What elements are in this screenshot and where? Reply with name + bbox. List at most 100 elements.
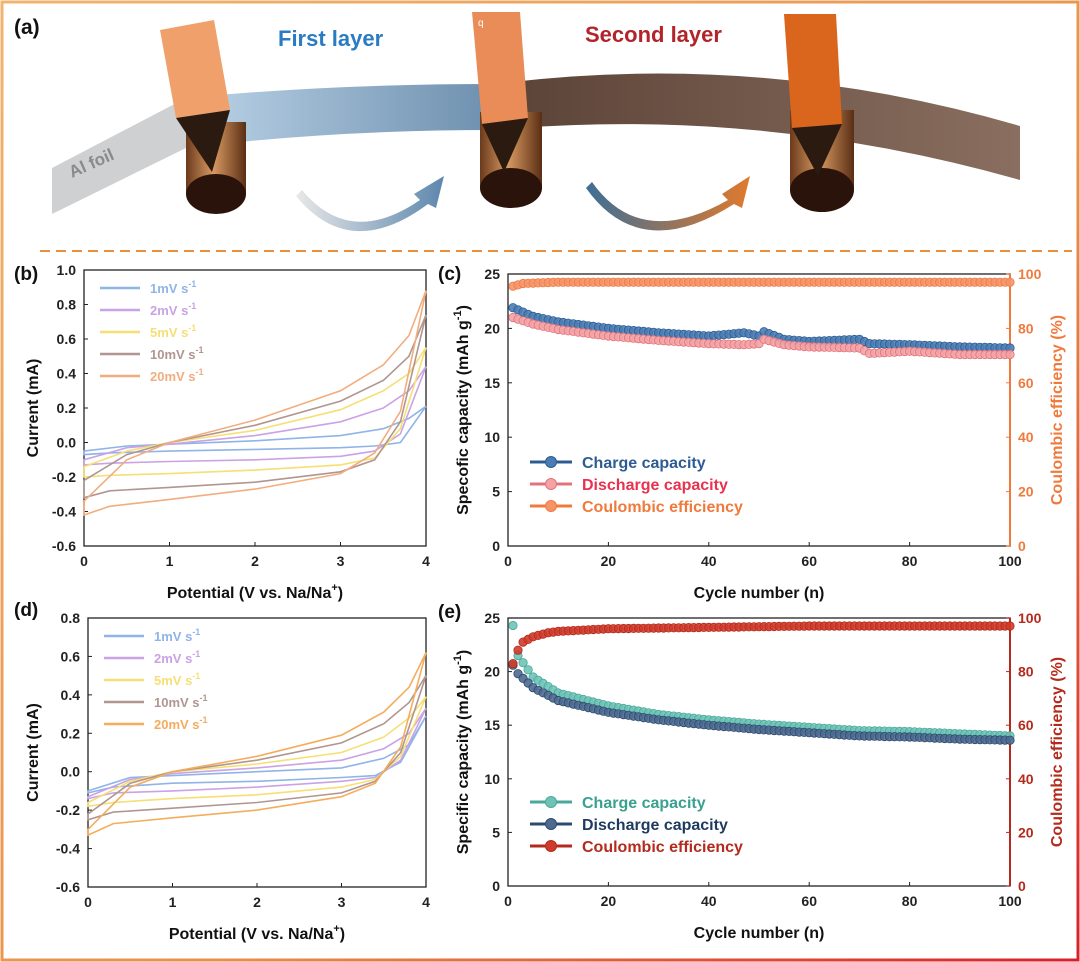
- y-tick-label: 20: [484, 664, 500, 680]
- legend-marker: [545, 478, 557, 490]
- legend-text: 10mV s: [150, 347, 196, 362]
- y-tick-label: -0.6: [56, 879, 80, 895]
- y-tick-label: 5: [492, 824, 500, 840]
- x-tick-label: 1: [169, 894, 177, 910]
- x-label-sup: +: [333, 923, 339, 935]
- legend-entry: 1mV s-1: [150, 279, 196, 296]
- data-point: [1005, 735, 1015, 745]
- y-tick-label: 0.8: [57, 297, 77, 313]
- al-foil-strip: [52, 98, 186, 214]
- y-tick-label: 5: [492, 484, 500, 500]
- legend-entry: Charge capacity: [582, 795, 706, 812]
- legend-text: 5mV s: [154, 673, 192, 688]
- cv-curve: [87, 652, 427, 837]
- data-point: [1005, 277, 1015, 287]
- legend-entry: 2mV s-1: [154, 649, 200, 666]
- legend-superscript: -1: [192, 671, 200, 681]
- legend-superscript: -1: [188, 323, 196, 333]
- y-label-sup: -1: [452, 655, 464, 665]
- panel-label: (b): [14, 264, 38, 285]
- x-axis-label: Potential (V vs. Na/Na+): [167, 582, 343, 602]
- y-tick-label: 0.6: [57, 331, 77, 347]
- panel-label: (c): [438, 264, 461, 285]
- x-tick-label: 0: [80, 553, 88, 569]
- legend-superscript: -1: [200, 693, 208, 703]
- chart-b: 0 1 2 3 4 -0.6 -0.4 -0.2 0.0 0.2 0.4 0.6 0.8 1.0 (b) 1m…: [14, 262, 430, 602]
- legend-entry: 10mV s-1: [154, 693, 208, 710]
- x-label-text: Potential (V vs. Na/Na: [167, 585, 332, 602]
- x-tick-label: 4: [422, 894, 430, 910]
- legend-text: 10mV s: [154, 695, 200, 710]
- cv-curve: [83, 290, 427, 517]
- roller-1: [160, 20, 246, 214]
- panel-label: (d): [14, 600, 38, 621]
- x-tick-label: 3: [337, 553, 345, 569]
- legend-entry: Coulombic efficiency: [582, 499, 743, 516]
- x-axis-label: Potential (V vs. Na/Na+): [169, 923, 345, 943]
- y-tick-label: 10: [484, 771, 500, 787]
- panel-a-schematic: (a) Al foil First layer Second layer q: [14, 12, 1020, 232]
- y2-tick-label: 20: [1018, 824, 1034, 840]
- legend-text: 20mV s: [154, 717, 200, 732]
- data-point: [513, 645, 523, 655]
- y-tick-label: 0.0: [57, 435, 77, 451]
- x-tick-label: 3: [338, 894, 346, 910]
- second-layer-strip: [495, 73, 1020, 180]
- legend-entry: Coulombic efficiency: [582, 839, 743, 856]
- x-tick-label: 20: [601, 553, 617, 569]
- y-tick-label: 25: [484, 266, 500, 282]
- legend-superscript: -1: [200, 715, 208, 725]
- y2-tick-label: 60: [1018, 375, 1034, 391]
- legend-entry: 20mV s-1: [154, 715, 208, 732]
- y2-axis-label: Coulombic efficiency (%): [1049, 315, 1066, 505]
- x-tick-label: 60: [801, 893, 817, 909]
- y-tick-label: 0: [492, 538, 500, 554]
- x-tick-label: 0: [504, 553, 512, 569]
- y-axis-label: Specific capacity (mAh g-1): [452, 650, 472, 855]
- y-tick-label: 1.0: [57, 262, 77, 278]
- x-tick-label: 40: [701, 553, 717, 569]
- x-tick-label: 100: [998, 893, 1022, 909]
- y-axis-label: Current (mA): [25, 703, 42, 802]
- legend-text: 5mV s: [150, 325, 188, 340]
- process-arrow-2: [586, 176, 750, 231]
- y-label-text: Specific capacity (mAh g: [455, 665, 472, 854]
- legend-marker: [545, 796, 557, 808]
- y2-tick-label: 100: [1018, 266, 1042, 282]
- y-tick-label: 0.4: [61, 687, 81, 703]
- panel-a-label: (a): [14, 16, 40, 39]
- first-layer-strip: [186, 84, 495, 148]
- legend-superscript: -1: [188, 301, 196, 311]
- y-tick-label: -0.4: [56, 841, 80, 857]
- y2-tick-label: 60: [1018, 717, 1034, 733]
- legend-marker: [545, 818, 557, 830]
- legend-entry: 10mV s-1: [150, 345, 204, 362]
- x-label-text: Potential (V vs. Na/Na: [169, 926, 334, 943]
- data-point: [1005, 621, 1015, 631]
- legend-superscript: -1: [196, 345, 204, 355]
- x-tick-label: 0: [504, 893, 512, 909]
- legend-superscript: -1: [188, 279, 196, 289]
- plot-frame: [83, 269, 427, 547]
- data-point: [508, 620, 518, 631]
- y-tick-label: 0.6: [61, 648, 81, 664]
- y-label-sup: -1: [452, 310, 464, 320]
- legend-entry: 5mV s-1: [150, 323, 196, 340]
- y-axis-label: Specofic capacity (mAh g-1): [452, 305, 472, 515]
- legend-superscript: -1: [196, 367, 204, 377]
- y2-tick-label: 80: [1018, 664, 1034, 680]
- y-tick-label: -0.2: [56, 802, 80, 818]
- y-tick-label: 0.8: [61, 610, 81, 626]
- y-tick-label: 0: [492, 878, 500, 894]
- y2-tick-label: 40: [1018, 771, 1034, 787]
- cv-curve: [87, 696, 427, 808]
- legend-text: 20mV s: [150, 369, 196, 384]
- x-tick-label: 2: [251, 553, 259, 569]
- legend-entry: Discharge capacity: [582, 477, 728, 494]
- cv-curve: [83, 366, 427, 466]
- x-tick-label: 40: [701, 893, 717, 909]
- chart-c: 0 20 40 60 80 1000510152025(c)020406080100Cha…: [438, 264, 1066, 602]
- legend-text: 2mV s: [154, 651, 192, 666]
- y-label-end: ): [455, 650, 472, 655]
- x-tick-label: 1: [166, 553, 174, 569]
